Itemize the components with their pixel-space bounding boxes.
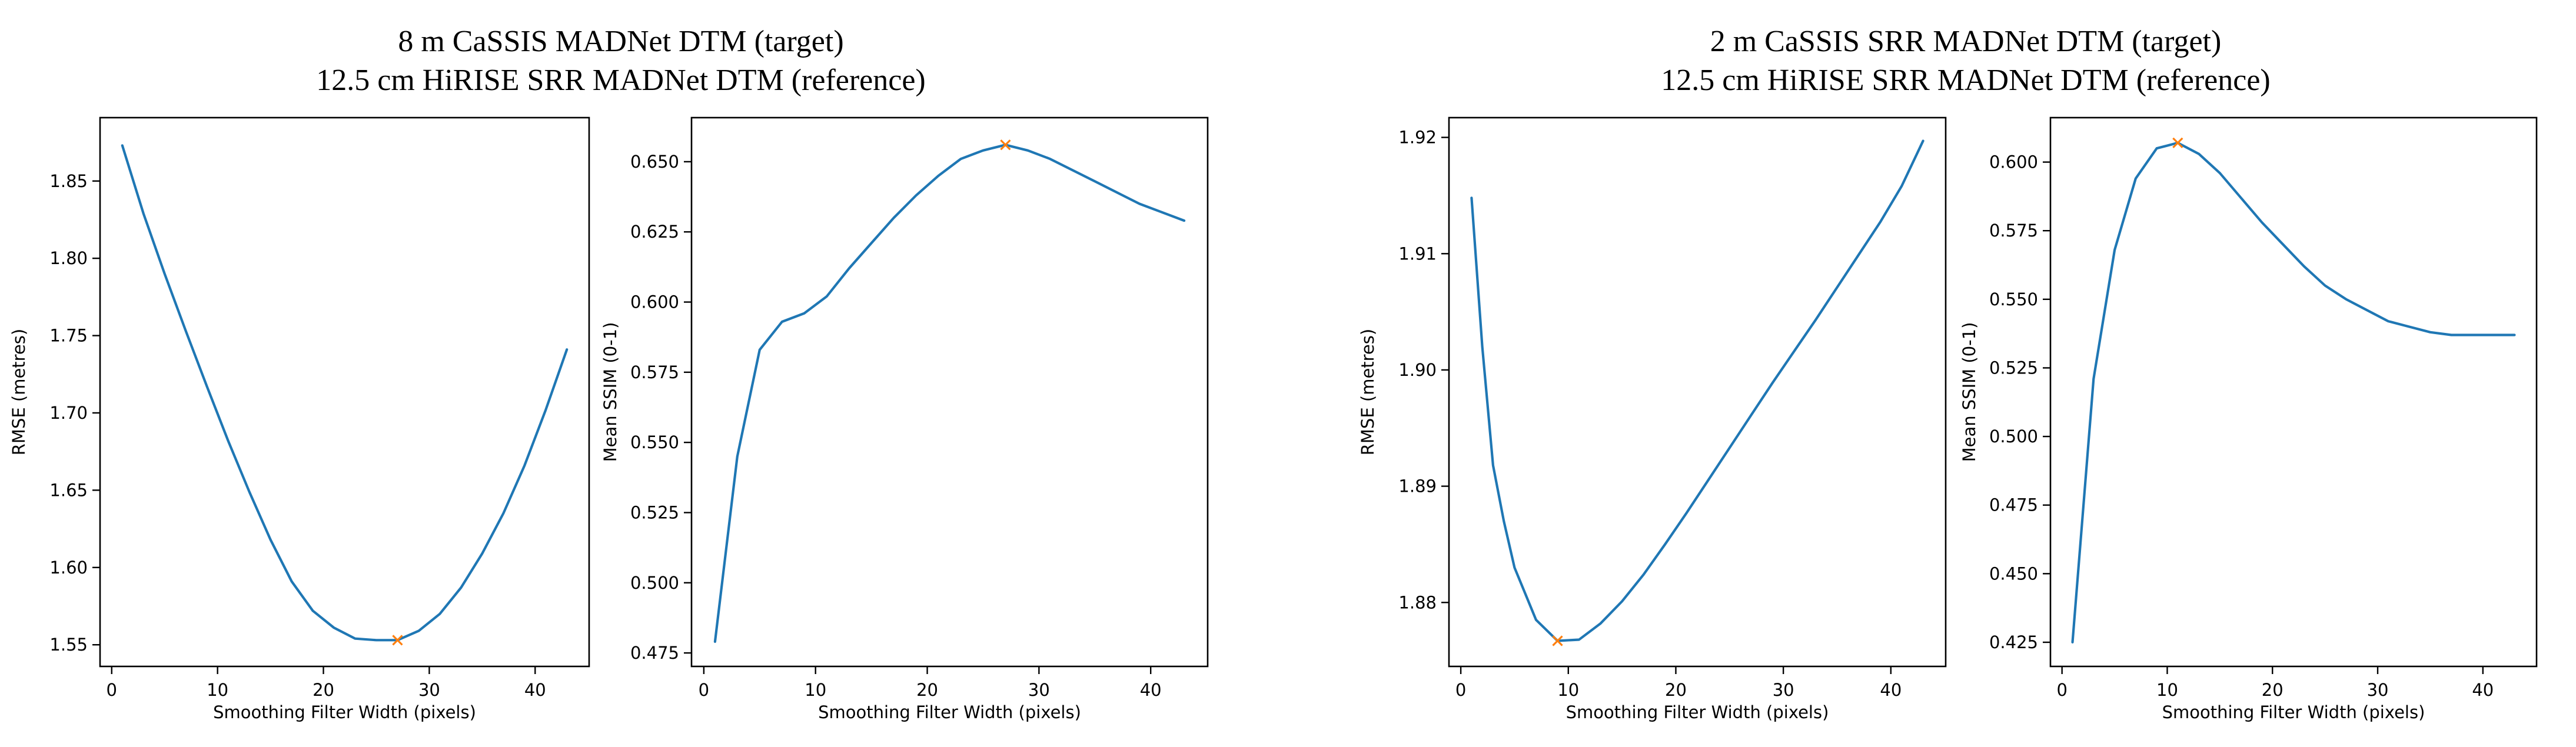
x-tick-label: 40 — [2472, 680, 2494, 700]
y-tick-label: 1.91 — [1398, 244, 1437, 264]
y-tick-label: 0.500 — [1989, 426, 2038, 446]
x-tick-label: 20 — [916, 680, 938, 700]
x-axis-label: Smoothing Filter Width (pixels) — [2162, 702, 2425, 722]
y-tick-label: 0.600 — [1989, 152, 2038, 172]
y-tick-label: 0.550 — [1989, 289, 2038, 309]
chart-title-right-line2: 12.5 cm HiRISE SRR MADNet DTM (reference… — [1661, 64, 2271, 97]
y-tick-label: 0.450 — [1989, 563, 2038, 583]
series-line — [1470, 139, 1924, 642]
chart-title-right-line1: 2 m CaSSIS SRR MADNet DTM (target) — [1710, 25, 2222, 58]
chart-title-left: 8 m CaSSIS MADNet DTM (target) 12.5 cm H… — [59, 22, 1183, 100]
x-tick-label: 30 — [1773, 680, 1794, 700]
y-tick-label: 1.60 — [49, 558, 88, 578]
x-axis-label: Smoothing Filter Width (pixels) — [1566, 702, 1829, 722]
optimum-marker — [1000, 139, 1011, 151]
optimum-marker — [1552, 635, 1563, 646]
x-tick-label: 30 — [2367, 680, 2389, 700]
y-axis-label: Mean SSIM (0-1) — [1959, 322, 1979, 462]
y-tick-label: 0.475 — [630, 643, 679, 663]
y-tick-label: 0.550 — [630, 432, 679, 452]
x-tick-label: 0 — [699, 680, 709, 700]
subplot-0: 0 10 20 30 40 1.55 1.60 1.65 1.70 1.75 1.80 1.85 Smo… — [9, 116, 590, 722]
y-tick-label: 1.80 — [49, 248, 88, 268]
x-tick-label: 10 — [207, 680, 228, 700]
y-tick-label: 0.525 — [630, 502, 679, 522]
y-tick-label: 0.475 — [1989, 495, 2038, 515]
x-tick-label: 10 — [2156, 680, 2178, 700]
chart-title-left-line1: 8 m CaSSIS MADNet DTM (target) — [398, 25, 844, 58]
y-tick-label: 0.625 — [630, 222, 679, 242]
optimum-marker-stroke — [1552, 635, 1563, 646]
x-tick-label: 0 — [107, 680, 117, 700]
series-line — [121, 144, 569, 642]
x-tick-label: 10 — [805, 680, 826, 700]
optimum-marker — [392, 635, 403, 646]
plot-frame — [2049, 116, 2538, 668]
plot-frame — [1448, 116, 1947, 668]
chart-title-right: 2 m CaSSIS SRR MADNet DTM (target) 12.5 … — [1401, 22, 2531, 100]
plot-frame — [690, 116, 1209, 668]
y-tick-label: 1.88 — [1398, 592, 1437, 612]
y-tick-label: 0.575 — [1989, 221, 2038, 241]
y-tick-label: 1.55 — [49, 635, 88, 655]
y-tick-label: 0.500 — [630, 573, 679, 593]
series-line — [2071, 141, 2516, 644]
plot-frame — [99, 116, 590, 668]
y-tick-label: 1.92 — [1398, 128, 1437, 148]
subplot-1: 0 10 20 30 40 0.475 0.500 0.525 0.550 0.575 0.600 0… — [600, 116, 1209, 722]
y-axis-label: Mean SSIM (0-1) — [600, 322, 620, 462]
x-axis-label: Smoothing Filter Width (pixels) — [213, 702, 476, 722]
x-tick-label: 30 — [418, 680, 440, 700]
x-tick-label: 10 — [1557, 680, 1579, 700]
y-axis-label: RMSE (metres) — [1358, 329, 1378, 455]
y-tick-label: 1.90 — [1398, 360, 1437, 380]
x-tick-label: 20 — [313, 680, 334, 700]
subplot-2: 0 10 20 30 40 1.88 1.89 1.90 1.91 1.92 Smoothing F… — [1358, 116, 1947, 722]
y-tick-label: 0.600 — [630, 292, 679, 312]
x-tick-label: 40 — [1140, 680, 1162, 700]
y-tick-label: 0.525 — [1989, 358, 2038, 378]
y-tick-label: 1.75 — [49, 326, 88, 346]
y-tick-label: 1.89 — [1398, 476, 1437, 496]
x-tick-label: 30 — [1028, 680, 1050, 700]
x-tick-label: 20 — [2262, 680, 2284, 700]
optimum-marker-stroke — [392, 635, 403, 646]
x-tick-label: 40 — [1880, 680, 1902, 700]
x-tick-label: 40 — [524, 680, 546, 700]
y-tick-label: 1.65 — [49, 480, 88, 500]
optimum-marker — [2172, 137, 2183, 149]
y-tick-label: 0.650 — [630, 152, 679, 172]
optimum-marker-stroke — [1000, 139, 1011, 151]
x-tick-label: 20 — [1665, 680, 1687, 700]
x-axis-label: Smoothing Filter Width (pixels) — [818, 702, 1081, 722]
y-tick-label: 1.85 — [49, 171, 88, 191]
chart-title-left-line2: 12.5 cm HiRISE SRR MADNet DTM (reference… — [316, 64, 926, 97]
subplot-3: 0 10 20 30 40 0.425 0.450 0.475 0.500 0.525 0.550 0… — [1959, 116, 2538, 722]
x-tick-label: 0 — [2056, 680, 2067, 700]
series-line — [713, 144, 1186, 643]
y-tick-label: 1.70 — [49, 403, 88, 423]
x-tick-label: 0 — [1455, 680, 1466, 700]
y-axis-label: RMSE (metres) — [9, 329, 29, 455]
y-tick-label: 0.425 — [1989, 632, 2038, 652]
y-tick-label: 0.575 — [630, 362, 679, 382]
optimum-marker-stroke — [2172, 137, 2183, 149]
